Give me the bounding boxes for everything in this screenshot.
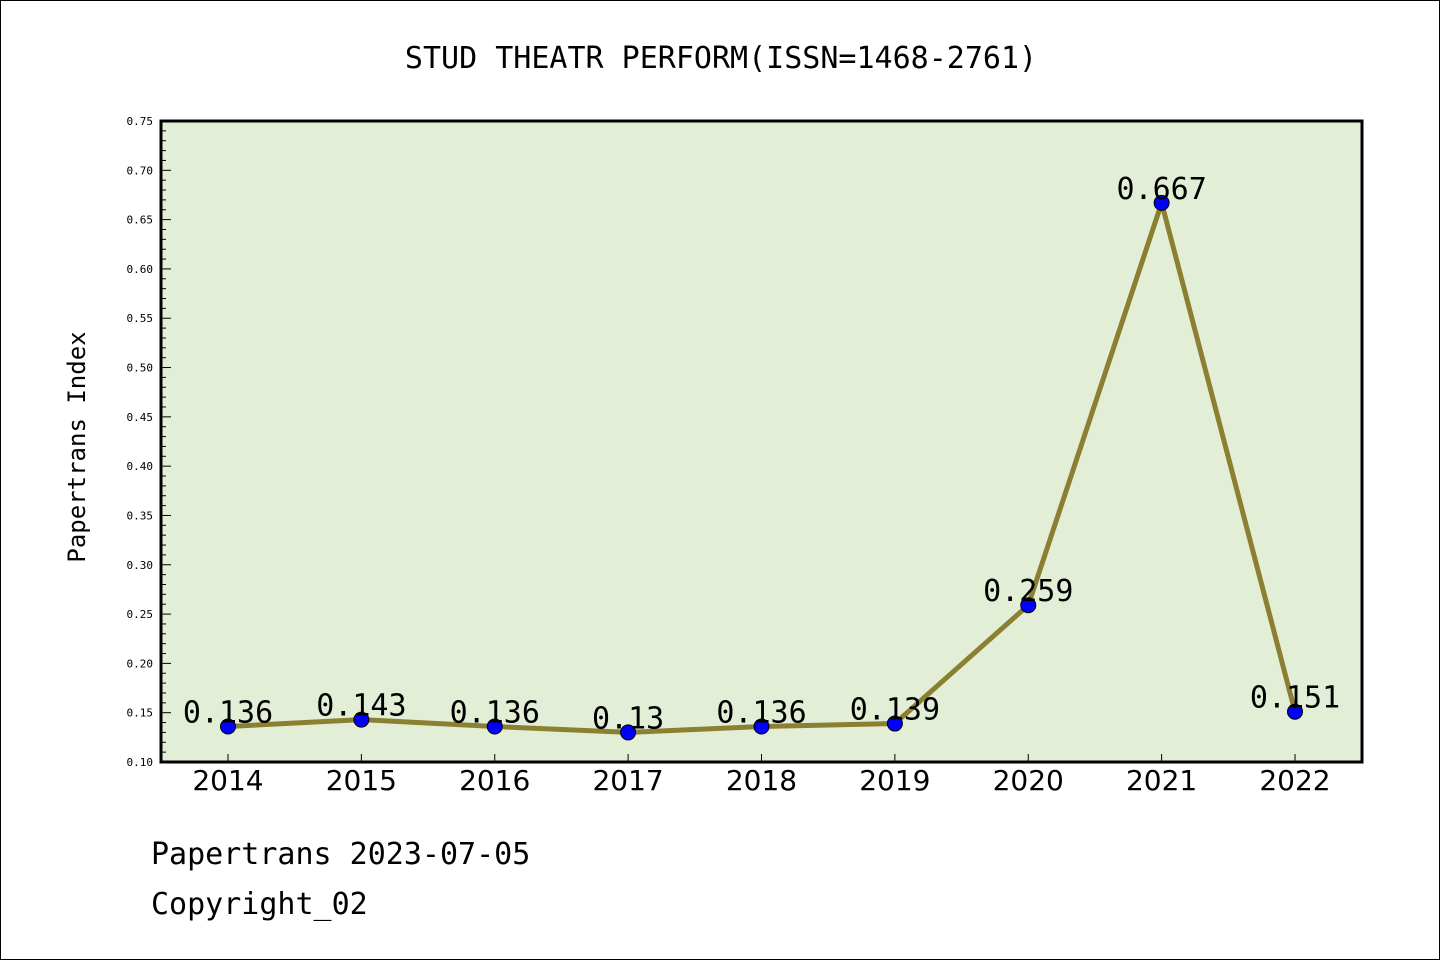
x-tick-label: 2018 (726, 764, 797, 797)
data-point-marker (620, 724, 637, 741)
y-tick-label: 0.60 (127, 263, 154, 276)
chart-title: STUD THEATR PERFORM(ISSN=1468-2761) (405, 41, 1037, 76)
x-tick-label: 2016 (459, 764, 530, 797)
y-tick-label: 0.35 (127, 509, 154, 522)
plot-area (159, 119, 1364, 764)
x-axis: 2014 2015 2016 2017 2018 2019 2020 2021 2022 (192, 754, 1331, 797)
data-point-marker (886, 715, 903, 732)
y-tick-label: 0.25 (127, 608, 154, 621)
y-tick-label: 0.20 (127, 657, 154, 670)
data-label: 0.136 (716, 695, 806, 730)
y-tick-label: 0.10 (127, 756, 154, 769)
y-axis: 0.10 0.15 0.20 0.25 0.30 0.35 0.40 0.45 0.50 0.55… (127, 115, 171, 769)
data-point-marker (753, 718, 770, 735)
data-label: 0.136 (183, 695, 273, 730)
x-tick-label: 2019 (859, 764, 930, 797)
footer-date: Papertrans 2023-07-05 (151, 837, 531, 872)
data-label: 0.143 (316, 689, 406, 724)
y-tick-label: 0.15 (127, 707, 154, 720)
x-tick-label: 2014 (192, 764, 263, 797)
data-label: 0.13 (592, 701, 664, 736)
y-tick-label: 0.40 (127, 460, 154, 473)
data-point-marker (1287, 703, 1303, 720)
data-point-marker (1020, 597, 1037, 614)
x-tick-label: 2017 (592, 764, 663, 797)
data-point-marker (220, 718, 236, 735)
x-tick-label: 2015 (326, 764, 397, 797)
data-label: 0.136 (450, 695, 540, 730)
data-label: 0.667 (1116, 172, 1206, 207)
series-line (220, 194, 1303, 741)
x-tick-label: 2022 (1259, 764, 1330, 797)
y-tick-label: 0.75 (127, 115, 154, 128)
data-label: 0.139 (850, 693, 940, 728)
x-tick-label: 2020 (993, 764, 1064, 797)
y-tick-label: 0.50 (127, 362, 154, 375)
data-point-marker (1153, 194, 1170, 211)
y-tick-label: 0.45 (127, 411, 154, 424)
y-tick-label: 0.65 (127, 214, 154, 227)
data-label: 0.259 (983, 574, 1073, 609)
y-tick-label: 0.70 (127, 164, 154, 177)
footer-copyright: Copyright_02 (151, 887, 368, 922)
data-labels: 0.136 0.143 0.136 0.13 0.136 0.139 0.259 0.667 0… (183, 172, 1340, 737)
y-tick-label: 0.30 (127, 559, 154, 572)
x-tick-label: 2021 (1126, 764, 1197, 797)
y-axis-label: Papertrans Index (63, 331, 91, 562)
y-tick-label: 0.55 (127, 312, 154, 325)
data-label: 0.151 (1250, 681, 1340, 716)
data-point-marker (486, 718, 503, 735)
data-point-marker (353, 711, 370, 728)
